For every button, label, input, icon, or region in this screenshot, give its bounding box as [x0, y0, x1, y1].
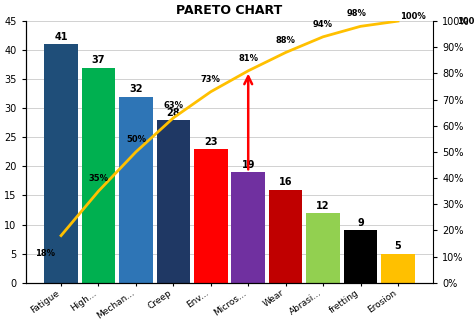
Bar — [194, 149, 228, 283]
Text: 19: 19 — [241, 160, 255, 170]
Text: 35%: 35% — [89, 174, 109, 183]
Text: 100%: 100% — [457, 17, 474, 26]
Text: 23: 23 — [204, 136, 218, 147]
Bar — [344, 230, 377, 283]
Text: 81%: 81% — [238, 54, 258, 63]
Bar — [381, 254, 415, 283]
Text: 12: 12 — [316, 201, 330, 211]
Bar — [44, 44, 78, 283]
Text: 98%: 98% — [347, 9, 367, 19]
Text: 73%: 73% — [201, 75, 221, 84]
Bar — [231, 172, 265, 283]
Bar — [119, 97, 153, 283]
Text: 5: 5 — [394, 241, 401, 251]
Text: 50%: 50% — [126, 135, 146, 144]
Text: 94%: 94% — [313, 20, 333, 29]
Text: 41: 41 — [55, 32, 68, 42]
Text: 100%: 100% — [400, 12, 426, 21]
Bar — [156, 120, 190, 283]
Bar — [82, 68, 115, 283]
Text: 32: 32 — [129, 84, 143, 94]
Text: 37: 37 — [92, 55, 105, 65]
Text: 18%: 18% — [36, 249, 55, 258]
Bar — [306, 213, 340, 283]
Text: 28: 28 — [166, 108, 180, 118]
Text: 9: 9 — [357, 218, 364, 228]
Text: 63%: 63% — [164, 101, 183, 110]
Title: PARETO CHART: PARETO CHART — [176, 4, 283, 17]
Bar — [269, 190, 302, 283]
Text: 88%: 88% — [276, 36, 296, 45]
Text: 16: 16 — [279, 177, 292, 187]
